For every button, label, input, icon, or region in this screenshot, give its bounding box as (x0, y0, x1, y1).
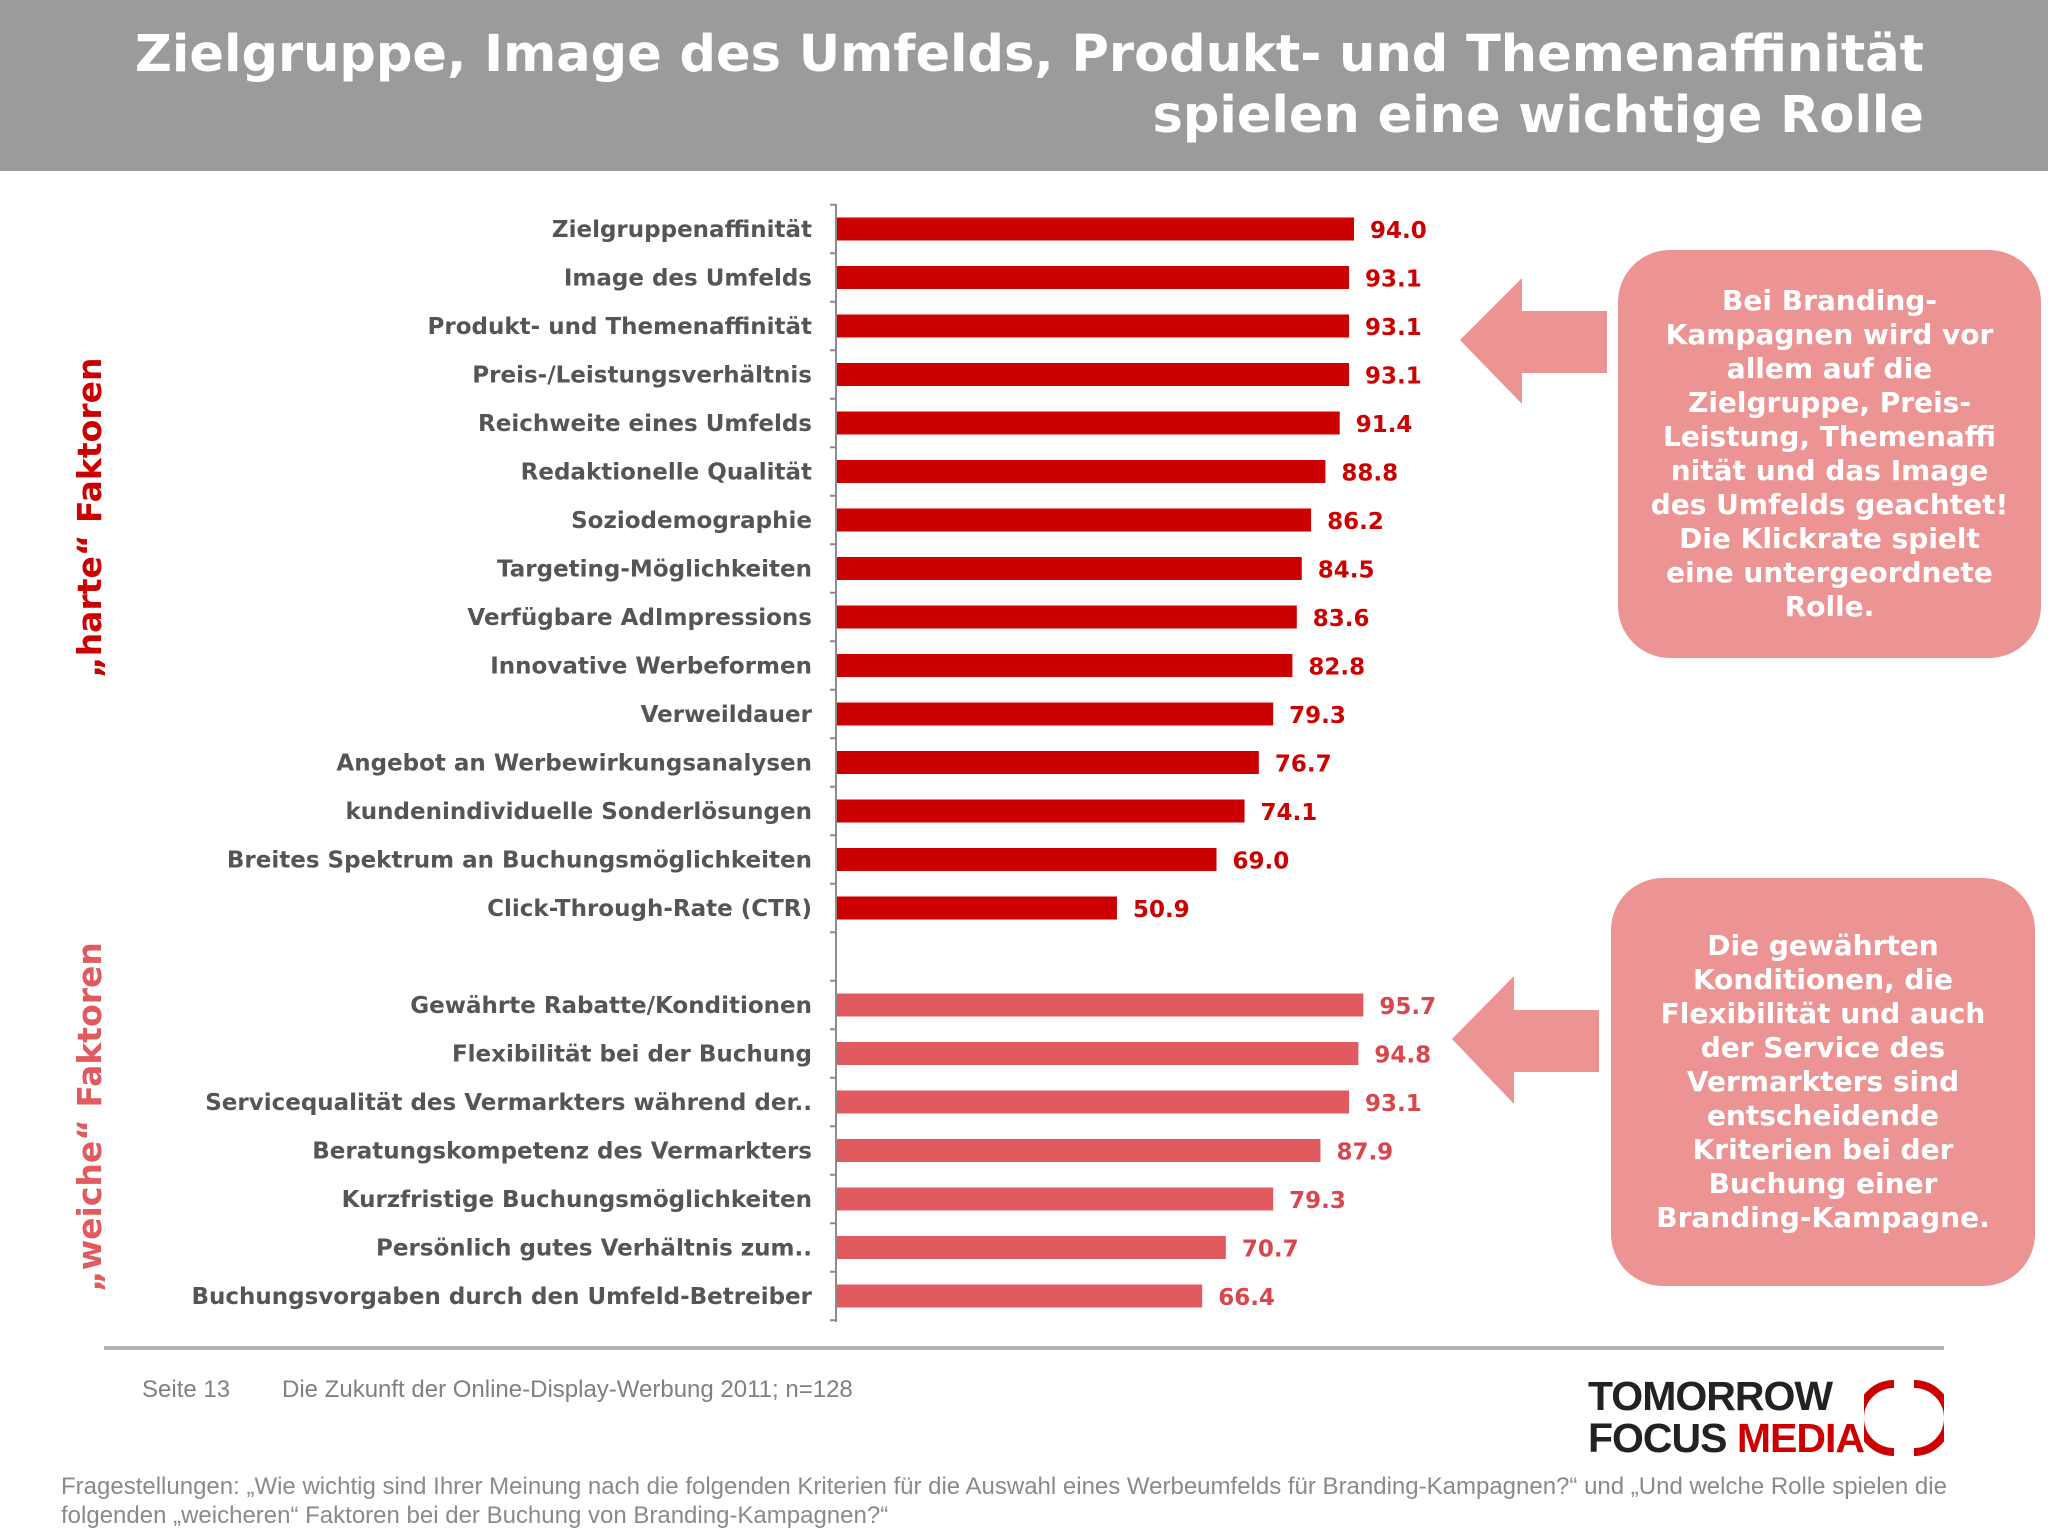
value-label: 79.3 (1289, 1188, 1346, 1214)
bar (837, 508, 1312, 532)
bar (837, 605, 1297, 629)
callout-hard-factors: Bei Branding-Kampagnen wird vor allem au… (1618, 250, 2041, 658)
category-label: Servicequalität des Vermarkters während … (205, 1090, 812, 1116)
bar (837, 1187, 1274, 1211)
bar (837, 1090, 1350, 1114)
bar (837, 799, 1245, 823)
category-label: Reichweite eines Umfelds (478, 411, 812, 437)
category-label: Targeting-Möglichkeiten (497, 557, 812, 583)
bar (837, 217, 1354, 241)
value-label: 50.9 (1133, 897, 1190, 923)
category-label: Preis-/Leistungsverhältnis (472, 363, 812, 389)
bar (837, 557, 1302, 580)
logo-text-line2: FOCUS MEDIA (1588, 1415, 1865, 1461)
bar (837, 848, 1217, 871)
category-label: Image des Umfelds (564, 266, 812, 292)
callout-soft-factors: Die gewährten Konditionen, die Flexibili… (1611, 878, 2035, 1286)
category-label: Click-Through-Rate (CTR) (487, 896, 812, 922)
page-title: Zielgruppe, Image des Umfelds, Produkt- … (135, 24, 1924, 146)
bar (837, 266, 1350, 289)
value-label: 66.4 (1218, 1285, 1275, 1311)
category-label: Buchungsvorgaben durch den Umfeld-Betrei… (191, 1284, 812, 1310)
value-label: 86.2 (1327, 509, 1384, 535)
bar-chart: Zielgruppenaffinität 94.0 Image des Umfeld… (191, 203, 1436, 1322)
category-label: Flexibilität bei der Buchung (452, 1042, 812, 1068)
value-label: 76.7 (1275, 752, 1332, 778)
bar (837, 411, 1340, 435)
value-label: 84.5 (1318, 558, 1375, 584)
category-label: Gewährte Rabatte/Konditionen (410, 993, 812, 1019)
bar (837, 314, 1350, 338)
category-label: Produkt- und Themenaffinität (428, 314, 812, 340)
page-title-line1: Zielgruppe, Image des Umfelds, Produkt- … (134, 25, 1924, 84)
logo-text-media: MEDIA (1736, 1415, 1865, 1461)
value-label: 74.1 (1261, 800, 1318, 826)
bar (837, 993, 1364, 1017)
category-label: Innovative Werbeformen (490, 654, 812, 680)
bar (837, 751, 1259, 774)
category-label: Angebot an Werbewirkungsanalysen (336, 751, 812, 777)
category-label: Verweildauer (641, 702, 813, 728)
soft-factors-label: „weiche“ Faktoren (70, 942, 109, 1292)
category-label: Breites Spektrum an Buchungsmöglichkeite… (227, 848, 812, 874)
value-label: 93.1 (1365, 1091, 1422, 1117)
question-note: Fragestellungen: „Wie wichtig sind Ihrer… (61, 1473, 1947, 1529)
value-label: 95.7 (1379, 994, 1436, 1020)
bar (837, 363, 1350, 386)
logo-ring-icon (1864, 1380, 1944, 1456)
value-label: 82.8 (1308, 655, 1365, 681)
value-label: 94.0 (1370, 218, 1427, 244)
value-label: 91.4 (1356, 412, 1413, 438)
category-label: Persönlich gutes Verhältnis zum.. (376, 1236, 812, 1262)
category-label: Zielgruppenaffinität (552, 217, 812, 243)
category-label: kundenindividuelle Sonderlösungen (346, 799, 812, 825)
page-title-line2: spielen eine wichtige Rolle (1152, 86, 1925, 145)
value-label: 88.8 (1341, 461, 1398, 487)
hard-factors-label: „harte“ Faktoren (70, 357, 109, 678)
left-arrow-icon (1452, 976, 1599, 1104)
category-label: Kurzfristige Buchungsmöglichkeiten (342, 1187, 812, 1213)
bar (837, 1284, 1203, 1308)
category-label: Redaktionelle Qualität (521, 460, 812, 486)
bar (837, 1139, 1321, 1162)
logo-text-focus: FOCUS (1588, 1415, 1737, 1461)
footer-divider (104, 1346, 1944, 1350)
company-logo: TOMORROW FOCUS MEDIA (1588, 1373, 1948, 1461)
left-arrow-icon (1460, 278, 1607, 404)
value-label: 83.6 (1313, 606, 1370, 632)
bar (837, 896, 1117, 920)
bar (837, 1042, 1359, 1065)
logo-text-line1: TOMORROW (1588, 1373, 1833, 1419)
value-label: 93.1 (1365, 267, 1422, 293)
category-label: Verfügbare AdImpressions (467, 605, 812, 631)
header-bar (0, 0, 2048, 171)
bar (837, 460, 1326, 483)
bar (837, 702, 1274, 726)
value-label: 93.1 (1365, 364, 1422, 390)
source-note: Die Zukunft der Online-Display-Werbung 2… (282, 1376, 853, 1403)
bar (837, 654, 1293, 677)
value-label: 87.9 (1336, 1140, 1393, 1166)
bar (837, 1236, 1226, 1259)
category-label: Soziodemographie (571, 508, 812, 534)
value-label: 79.3 (1289, 703, 1346, 729)
category-label: Beratungskompetenz des Vermarkters (312, 1139, 812, 1165)
page-number: Seite 13 (142, 1376, 231, 1403)
value-label: 70.7 (1242, 1237, 1299, 1263)
value-label: 94.8 (1374, 1043, 1431, 1069)
value-label: 69.0 (1233, 849, 1290, 875)
value-label: 93.1 (1365, 315, 1422, 341)
